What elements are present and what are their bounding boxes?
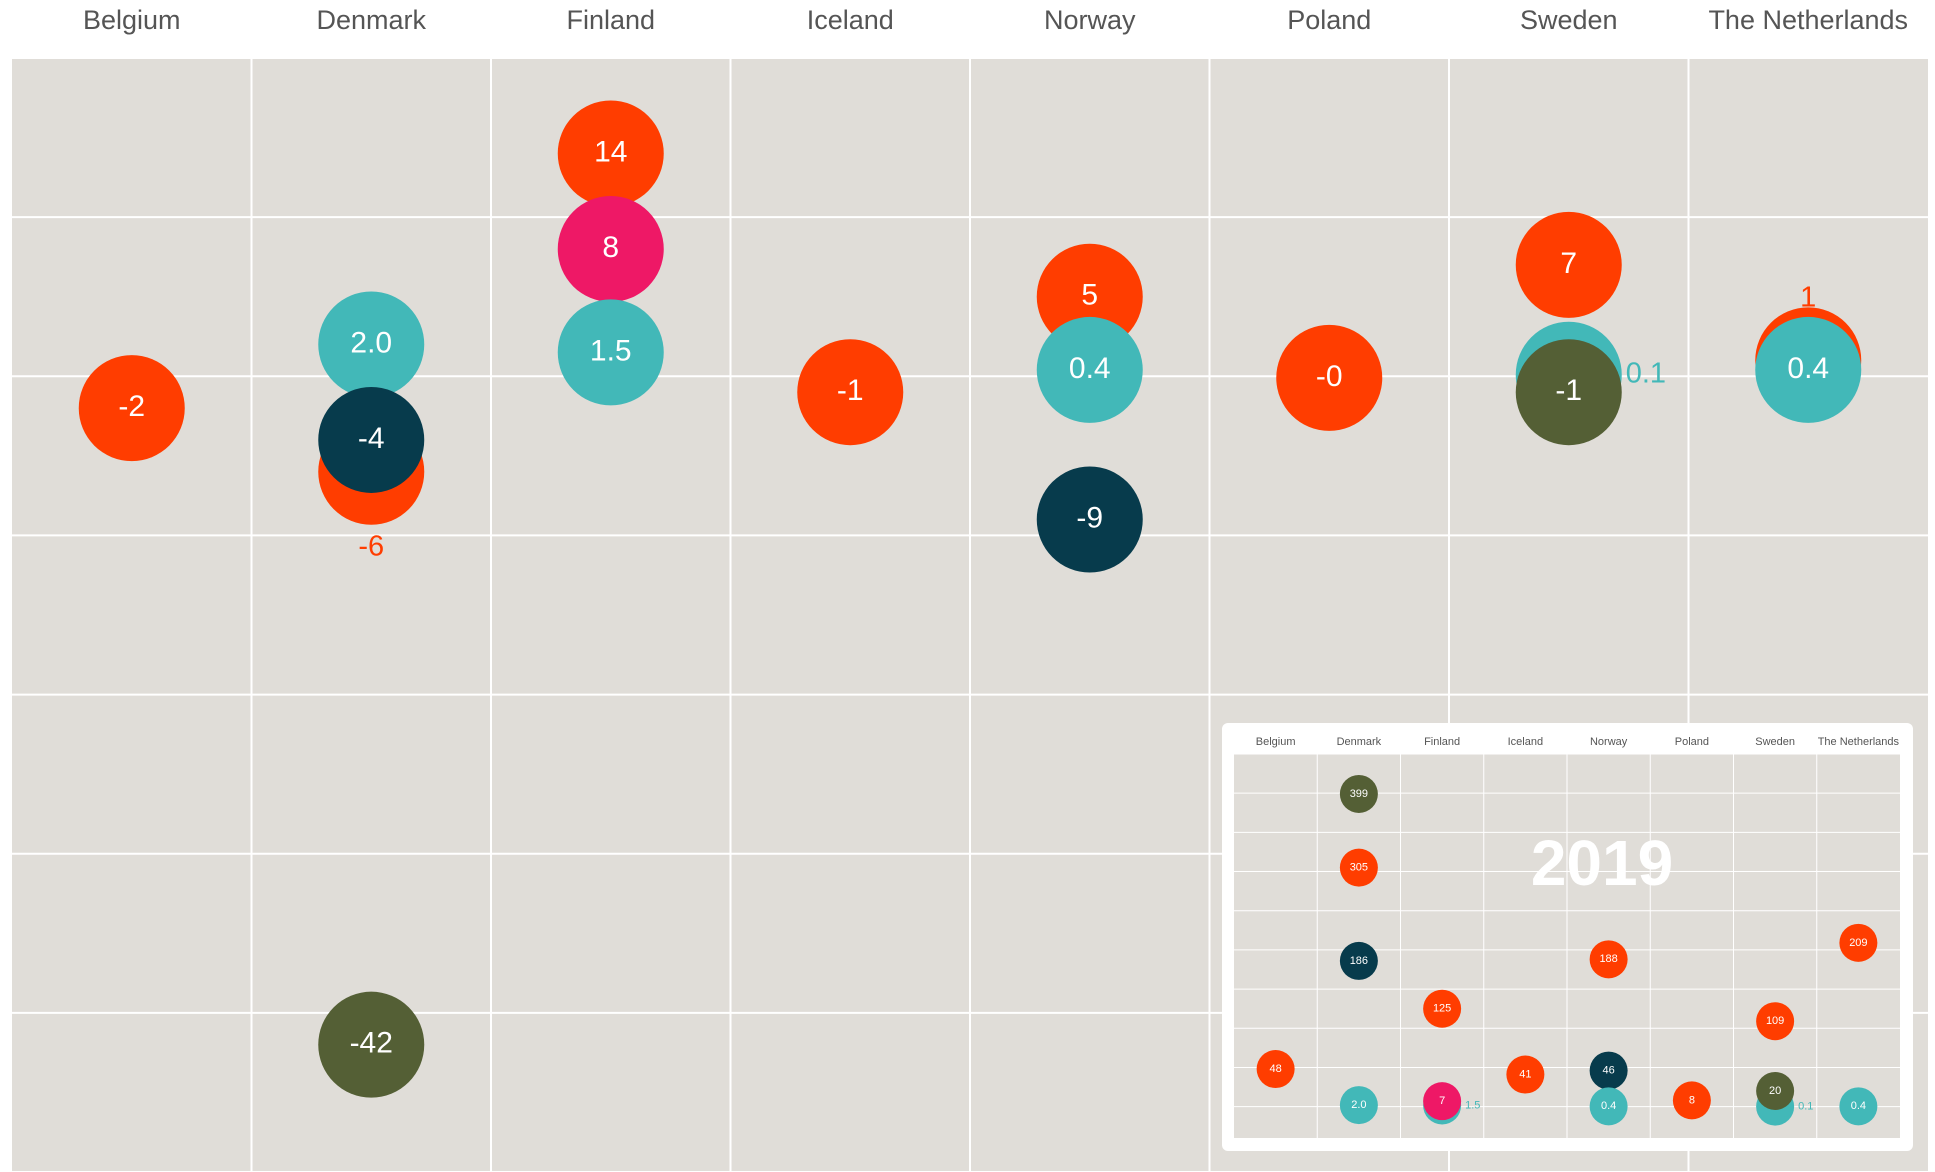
value-label: 5 — [1081, 279, 1098, 312]
category-label: Poland — [1287, 5, 1371, 35]
dot — [1256, 1050, 1295, 1089]
value-label: -1 — [837, 374, 864, 407]
value-label: 1 — [1800, 281, 1816, 313]
dot — [557, 100, 664, 207]
category-label: Sweden — [1520, 5, 1618, 35]
category-label: Poland — [1675, 736, 1709, 748]
dot — [1839, 1087, 1878, 1126]
value-label: -42 — [350, 1027, 393, 1060]
value-label: 188 — [1599, 953, 1617, 965]
category-label: Iceland — [807, 5, 894, 35]
dot — [1839, 923, 1878, 962]
dot — [318, 991, 425, 1098]
value-label: 125 — [1433, 1003, 1451, 1015]
dot — [1339, 774, 1378, 813]
value-label: 305 — [1350, 862, 1368, 874]
dot — [1036, 466, 1143, 573]
dot — [1756, 1002, 1795, 1041]
dot — [1339, 848, 1378, 887]
value-label: 0.1 — [1626, 357, 1666, 389]
value-label: 7 — [1439, 1095, 1445, 1107]
dot — [1515, 339, 1622, 446]
dot — [318, 386, 425, 493]
category-label: Finland — [566, 5, 655, 35]
category-label: Denmark — [316, 5, 426, 35]
value-label: 20 — [1769, 1085, 1781, 1097]
dot — [557, 299, 664, 406]
dot — [1515, 211, 1622, 318]
dot — [1036, 316, 1143, 423]
dot — [318, 291, 425, 398]
value-label: 0.4 — [1601, 1100, 1616, 1112]
dot — [1589, 940, 1628, 979]
category-label: Iceland — [1508, 736, 1543, 748]
value-label: -2 — [118, 390, 145, 423]
category-label: The Netherlands — [1708, 5, 1908, 35]
value-label: 7 — [1560, 247, 1577, 280]
value-label: -4 — [358, 422, 385, 455]
dot — [1423, 989, 1462, 1028]
value-label: 209 — [1849, 937, 1867, 949]
value-label: 109 — [1766, 1015, 1784, 1027]
category-label: Norway — [1044, 5, 1136, 35]
dot — [1423, 1082, 1462, 1121]
dot — [1755, 316, 1862, 423]
category-label: The Netherlands — [1818, 736, 1900, 748]
value-label: 399 — [1350, 788, 1368, 800]
value-label: -9 — [1076, 501, 1103, 534]
category-label: Denmark — [1337, 736, 1382, 748]
value-label: 46 — [1603, 1065, 1615, 1077]
dot — [1036, 243, 1143, 350]
value-label: 0.1 — [1798, 1100, 1813, 1112]
value-label: 14 — [594, 135, 627, 168]
value-label: 48 — [1270, 1063, 1282, 1075]
value-label: 2.0 — [1351, 1099, 1366, 1111]
value-label: 1.5 — [1465, 1099, 1480, 1111]
category-label: Finland — [1424, 736, 1460, 748]
value-label: 0.4 — [1851, 1100, 1866, 1112]
category-label: Norway — [1590, 736, 1628, 748]
value-label: 41 — [1519, 1068, 1531, 1080]
dot — [78, 355, 185, 462]
value-label: -1 — [1555, 374, 1582, 407]
dot — [1276, 324, 1383, 431]
value-label: 8 — [602, 231, 619, 264]
value-label: -6 — [358, 531, 384, 563]
dot — [1339, 1086, 1378, 1125]
dot — [1672, 1081, 1711, 1120]
value-label: 186 — [1350, 955, 1368, 967]
dot — [1506, 1055, 1545, 1094]
value-label: 8 — [1689, 1094, 1695, 1106]
category-label: Belgium — [83, 5, 181, 35]
inset-title: 2019 — [1531, 827, 1673, 899]
dot — [1589, 1051, 1628, 1090]
value-label: 2.0 — [350, 326, 392, 359]
value-label: -0 — [1316, 360, 1343, 393]
dot — [1756, 1071, 1795, 1110]
category-label: Sweden — [1755, 736, 1795, 748]
value-label: 0.4 — [1787, 352, 1829, 385]
value-label: 0.4 — [1069, 352, 1111, 385]
dot — [1339, 941, 1378, 980]
dot — [557, 195, 664, 302]
dot — [797, 339, 904, 446]
category-label: Belgium — [1256, 736, 1296, 748]
dot — [1589, 1087, 1628, 1126]
value-label: 1.5 — [590, 334, 632, 367]
